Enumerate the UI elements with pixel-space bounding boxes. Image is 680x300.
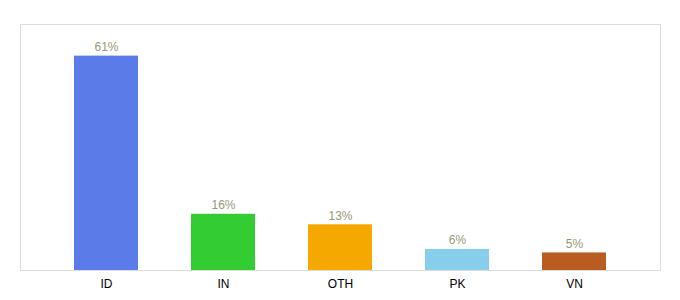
svg-text:61%: 61%	[94, 40, 118, 54]
svg-text:PK: PK	[449, 277, 465, 291]
svg-text:16%: 16%	[211, 198, 235, 212]
svg-text:IN: IN	[218, 277, 230, 291]
svg-text:5%: 5%	[566, 237, 584, 251]
svg-text:VN: VN	[566, 277, 583, 291]
svg-text:13%: 13%	[328, 209, 352, 223]
svg-text:ID: ID	[101, 277, 113, 291]
svg-text:OTH: OTH	[328, 277, 353, 291]
svg-text:6%: 6%	[449, 233, 467, 247]
